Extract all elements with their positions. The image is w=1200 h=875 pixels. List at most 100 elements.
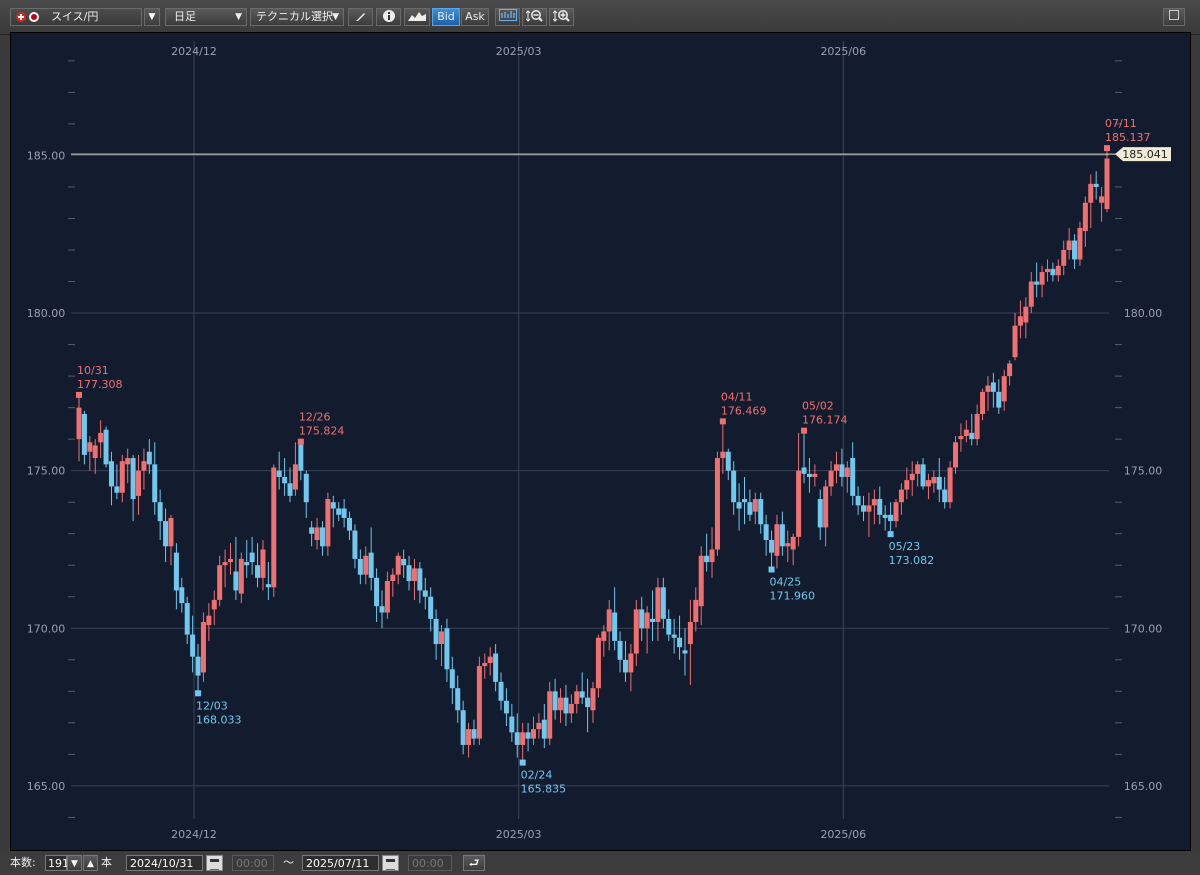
info-button[interactable] — [376, 8, 401, 26]
apply-range-button[interactable]: ⮐ — [463, 855, 485, 871]
low-value-label: 173.082 — [889, 554, 935, 567]
candle-body — [541, 719, 547, 739]
candle-body — [233, 571, 239, 591]
y-tick-label-right: 165.00 — [1124, 780, 1163, 793]
candle-body — [828, 470, 834, 487]
candle-body — [1099, 196, 1105, 203]
candle-body — [687, 621, 693, 645]
ask-toggle[interactable]: Ask — [461, 8, 489, 26]
zoom-out-icon — [525, 10, 543, 22]
candle-body — [1072, 240, 1078, 260]
candle-body — [920, 464, 926, 487]
candle-body — [1012, 325, 1018, 358]
calendar-icon[interactable] — [382, 855, 399, 871]
pair-dropdown-button[interactable]: ▼ — [144, 8, 160, 26]
candle-body — [509, 716, 515, 733]
candle-body — [790, 536, 796, 550]
candle-body — [503, 700, 509, 714]
candle-body — [276, 470, 282, 477]
low-date-label: 02/24 — [521, 769, 553, 782]
info-icon — [382, 10, 395, 22]
candle-body — [179, 587, 185, 604]
pencil-icon — [355, 13, 365, 21]
candle-body — [152, 464, 158, 503]
candle-body — [677, 637, 683, 648]
candle-body — [141, 461, 147, 471]
candle-body — [871, 499, 877, 506]
high-marker — [719, 418, 726, 425]
bar-chart-button[interactable] — [495, 8, 520, 26]
from-time-input[interactable]: 00:00 — [232, 855, 274, 871]
candle-body — [433, 618, 439, 645]
candle-body — [985, 385, 991, 392]
bid-toggle[interactable]: Bid — [432, 8, 460, 26]
y-tick-label: 165.00 — [27, 780, 66, 793]
candle-body — [476, 666, 482, 739]
candle-body — [455, 688, 461, 711]
candle-body — [595, 637, 601, 689]
candle-body — [741, 499, 747, 503]
technical-select[interactable]: テクニカル選択 ▼ — [250, 8, 344, 26]
range-tilde: 〜 — [283, 856, 294, 869]
low-marker — [887, 531, 894, 538]
candle-body — [466, 729, 472, 745]
candle-body — [709, 549, 715, 563]
candle-body — [612, 612, 618, 641]
count-increase-button[interactable]: ▲ — [83, 855, 98, 871]
candle-body — [568, 703, 574, 714]
candle-body — [909, 473, 915, 481]
y-tick-label: 180.00 — [27, 307, 66, 320]
candle-body — [341, 508, 347, 518]
candle-body — [747, 502, 753, 515]
candle-body — [255, 565, 261, 578]
candle-body — [265, 584, 271, 588]
candle-body — [882, 514, 888, 518]
x-tick-label: 2025/03 — [496, 828, 542, 841]
candle-body — [622, 659, 628, 673]
candle-body — [579, 691, 585, 698]
candle-body — [660, 587, 666, 619]
count-input[interactable]: 191 — [45, 855, 69, 871]
candle-body — [195, 656, 201, 676]
candle-body — [969, 432, 975, 440]
candle-body — [125, 458, 131, 465]
candle-body — [671, 634, 677, 638]
currency-pair-select[interactable]: スイス/円 — [10, 8, 142, 26]
candle-body — [590, 688, 596, 711]
chart-area[interactable]: 165.00 165.00 170.00 170.00 175.00 175.00 180.… — [10, 32, 1191, 851]
candle-body — [833, 464, 839, 471]
zoom-in-button[interactable] — [549, 8, 574, 26]
chart-settings-button[interactable] — [1163, 8, 1185, 26]
period-select[interactable]: 日足 ▼ — [165, 8, 247, 26]
zoom-out-button[interactable] — [522, 8, 547, 26]
candle-body — [855, 495, 861, 506]
candle-body — [146, 451, 152, 465]
candle-body — [893, 502, 899, 522]
candle-body — [763, 524, 769, 541]
candle-body — [173, 552, 179, 591]
candle-body — [352, 530, 358, 559]
candle-body — [720, 451, 726, 459]
y-tick-label-right: 180.00 — [1124, 307, 1163, 320]
draw-tool-button[interactable] — [348, 8, 373, 26]
candle-body — [633, 609, 639, 654]
candle-body — [963, 429, 969, 436]
mountain-chart-button[interactable] — [404, 8, 430, 26]
candlestick-chart[interactable]: 165.00 165.00 170.00 170.00 175.00 175.00 180.… — [11, 33, 1190, 850]
candle-body — [292, 464, 298, 490]
from-date-input[interactable]: 2024/10/31 — [126, 855, 203, 871]
candle-body — [980, 391, 986, 414]
candle-body — [990, 382, 996, 392]
candle-body — [1007, 363, 1013, 377]
candle-body — [368, 552, 374, 578]
high-value-label: 175.824 — [299, 425, 345, 438]
low-value-label: 165.835 — [521, 783, 567, 796]
calendar-icon[interactable] — [206, 855, 223, 871]
candle-body — [163, 521, 169, 547]
count-decrease-button[interactable]: ▼ — [67, 855, 82, 871]
candle-body — [406, 565, 412, 581]
candle-body — [877, 499, 883, 515]
candle-body — [417, 568, 423, 591]
to-date-input[interactable]: 2025/07/11 — [302, 855, 379, 871]
to-time-input[interactable]: 00:00 — [408, 855, 452, 871]
